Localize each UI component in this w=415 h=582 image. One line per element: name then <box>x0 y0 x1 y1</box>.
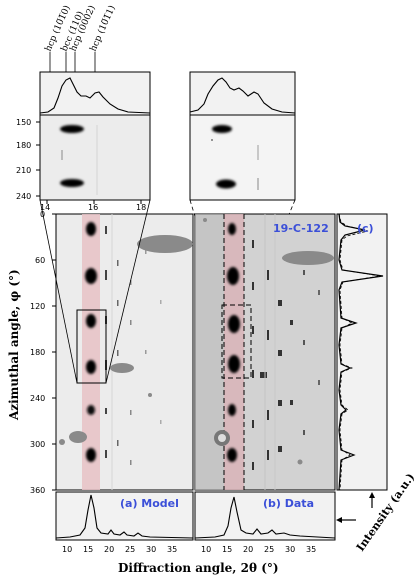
panel-a-detector-gaps <box>59 235 193 445</box>
inset-xtick-18: 18 <box>136 203 146 212</box>
inset-b-image <box>189 114 296 201</box>
inset-ytick-210: 210 <box>16 166 31 175</box>
panel-a-label: (a) Model <box>120 497 179 510</box>
y-axis-label: Azimuthal angle, φ (°) <box>7 269 21 421</box>
panel-b-detector-gaps <box>203 218 334 465</box>
inset-a-image <box>39 114 151 201</box>
panel-b-bottom-profile: (b) Data 10 15 20 25 30 35 <box>194 491 336 554</box>
panel-a-x-ticks: 10 15 20 25 30 35 <box>62 545 177 554</box>
ytick-0: 0 <box>40 210 45 219</box>
panel-a-image <box>55 213 194 491</box>
peak-label-leaders <box>49 52 96 72</box>
svg-text:10: 10 <box>201 545 211 554</box>
svg-text:35: 35 <box>167 545 177 554</box>
svg-text:20: 20 <box>104 545 114 554</box>
svg-text:15: 15 <box>222 545 232 554</box>
panel-a-secondary-spots <box>105 214 162 490</box>
panel-c-profile: (c) <box>336 213 388 491</box>
inset-a-spot-1 <box>60 125 84 133</box>
panel-a-bottom-profile: (a) Model 10 15 20 25 30 35 <box>55 491 194 554</box>
panel-b-secondary-spots <box>252 214 320 490</box>
svg-text:30: 30 <box>285 545 295 554</box>
svg-text:25: 25 <box>264 545 274 554</box>
panel-c-label: (c) <box>357 222 374 235</box>
ytick-240: 240 <box>30 394 45 403</box>
main-y-axis: 0 60 120 180 240 300 360 Azimuthal angle… <box>7 210 56 495</box>
x-axis-label: Diffraction angle, 2θ (°) <box>118 561 279 575</box>
panel-a-zoom-box <box>76 309 107 384</box>
panel-a-highlight-band <box>82 214 100 490</box>
ytick-360: 360 <box>30 486 45 495</box>
ytick-60: 60 <box>35 256 45 265</box>
ytick-180: 180 <box>30 348 45 357</box>
inset-y-axis: 150 180 210 240 <box>16 118 40 201</box>
svg-text:35: 35 <box>306 545 316 554</box>
svg-text:15: 15 <box>83 545 93 554</box>
panel-b-main-spots <box>227 223 240 462</box>
panel-b-image: 19-C-122 <box>194 213 336 491</box>
inset-x-axis: 14 16 18 <box>40 200 146 212</box>
ytick-300: 300 <box>30 440 45 449</box>
inset-ytick-150: 150 <box>16 118 31 127</box>
inset-xtick-14: 14 <box>40 203 50 212</box>
panel-b-highlight-band <box>224 214 244 490</box>
inset-ytick-240: 240 <box>16 192 31 201</box>
inset-ytick-180: 180 <box>16 141 31 150</box>
sample-id-label: 19-C-122 <box>273 222 329 235</box>
svg-text:10: 10 <box>62 545 72 554</box>
svg-text:30: 30 <box>146 545 156 554</box>
panel-b-zoom-box <box>221 304 252 379</box>
panel-b-x-ticks: 10 15 20 25 30 35 <box>201 545 316 554</box>
panel-b-label: (b) Data <box>263 497 314 510</box>
inset-a-profile <box>39 71 151 116</box>
peak-labels: hcp (10̅1̅0) bcc (110) hcp (0002) hcp (1… <box>43 4 118 54</box>
inset-a-spot-2 <box>60 179 84 187</box>
ytick-120: 120 <box>30 302 45 311</box>
panel-a-main-spots <box>85 222 97 462</box>
inset-b-profile <box>189 71 296 116</box>
svg-text:20: 20 <box>243 545 253 554</box>
inset-xtick-16: 16 <box>88 203 98 212</box>
svg-text:25: 25 <box>125 545 135 554</box>
